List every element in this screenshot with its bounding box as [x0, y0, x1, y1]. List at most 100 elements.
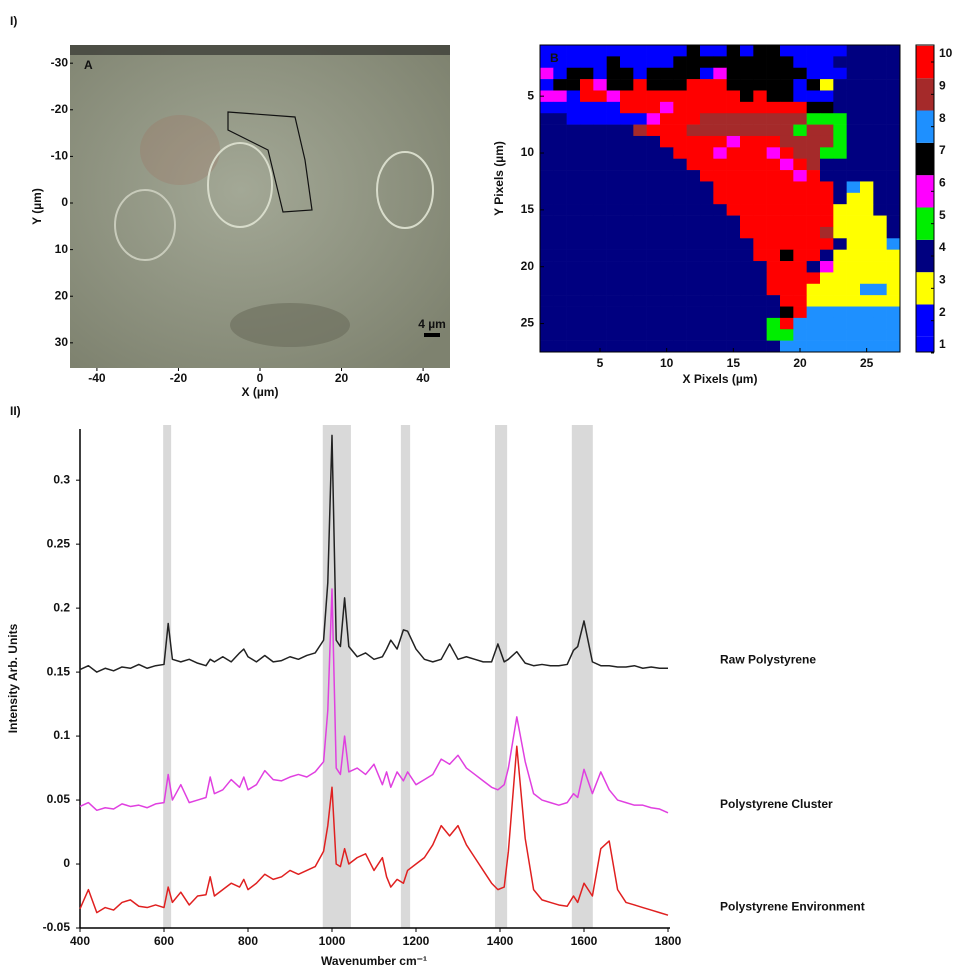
heatmap-cell — [780, 170, 794, 182]
heatmap-cell — [873, 135, 887, 148]
heatmap-cell — [766, 192, 781, 205]
heatmap-cell — [886, 79, 901, 91]
heatmap-cell — [540, 79, 554, 91]
heatmap-cell — [566, 261, 581, 273]
heatmap-cell — [860, 272, 874, 285]
heatmap-cell — [673, 272, 687, 285]
heatmap-cell — [780, 261, 794, 273]
heatmap-cell — [646, 340, 661, 353]
heatmap-cell — [780, 317, 794, 330]
heatmap-cell — [780, 147, 794, 160]
heatmap-cell — [580, 192, 594, 205]
heatmap-cell — [553, 147, 567, 160]
heatmap-cell — [860, 124, 874, 137]
heatmap-cell — [606, 295, 621, 307]
heatmap-cell — [566, 204, 581, 216]
heatmap-cell — [633, 204, 647, 216]
heatmap-cell — [553, 56, 567, 69]
heatmap-cell — [886, 249, 901, 262]
heatmap-cell — [673, 67, 687, 80]
heatmap-cell — [833, 45, 847, 57]
heatmap-cell — [686, 283, 701, 296]
heatmap-cell — [593, 329, 607, 341]
heatmap-cell — [633, 113, 647, 125]
heatmap-cell — [820, 113, 834, 125]
heatmap-cell — [793, 204, 807, 216]
heatmap-cell — [566, 317, 581, 330]
heatmap-cell — [633, 67, 647, 80]
heatmap-cell — [833, 67, 847, 80]
heatmap-cell — [660, 329, 674, 341]
heatmap-cell — [606, 329, 621, 341]
heatmap-cell — [553, 192, 567, 205]
heatmap-cell — [886, 124, 901, 137]
heatmap-cell — [860, 329, 874, 341]
heatmap-cell — [793, 272, 807, 285]
heatmap-cell — [540, 67, 554, 80]
heatmap-cell — [846, 90, 861, 103]
heatmap-cell — [846, 113, 861, 125]
heatmap-cell — [806, 306, 821, 319]
heatmap-cell — [726, 272, 741, 285]
heatmap-cell — [820, 135, 834, 148]
colorbar-tick-label: 8 — [939, 111, 946, 125]
heatmap-cell — [780, 295, 794, 307]
panel-letter: A — [84, 58, 93, 72]
heatmap-cell — [806, 181, 821, 194]
series-label: Polystyrene Cluster — [720, 797, 833, 811]
heatmap-cell — [886, 56, 901, 69]
x-tick-label: 40 — [416, 371, 430, 385]
heatmap-cell — [660, 67, 674, 80]
colorbar-tick-label: 9 — [939, 79, 946, 93]
heatmap-cell — [740, 317, 754, 330]
heatmap-cell — [673, 283, 687, 296]
heatmap-cell — [726, 56, 741, 69]
heatmap-cell — [580, 101, 594, 114]
heatmap-cell — [700, 170, 714, 182]
heatmap-cell — [673, 204, 687, 216]
heatmap-cell — [833, 158, 847, 171]
heatmap-cell — [580, 317, 594, 330]
heatmap-cell — [713, 45, 727, 57]
heatmap-cell — [566, 272, 581, 285]
heatmap-cell — [620, 261, 634, 273]
heatmap-cell — [740, 329, 754, 341]
heatmap-cell — [846, 238, 861, 250]
heatmap-cell — [873, 101, 887, 114]
heatmap-cell — [726, 192, 741, 205]
heatmap-cell — [713, 170, 727, 182]
heatmap-cell — [540, 261, 554, 273]
heatmap-cell — [860, 90, 874, 103]
heatmap-cell — [833, 317, 847, 330]
heatmap-cell — [686, 181, 701, 194]
heatmap-cell — [846, 204, 861, 216]
heatmap-cell — [553, 113, 567, 125]
x-tick-label: 1200 — [403, 934, 430, 948]
heatmap-cell — [700, 249, 714, 262]
heatmap-cell — [673, 147, 687, 160]
heatmap-cell — [740, 113, 754, 125]
series-line — [79, 745, 669, 916]
heatmap-cell — [620, 306, 634, 319]
cell — [376, 151, 434, 229]
heatmap-cell — [633, 272, 647, 285]
heatmap-cell — [726, 124, 741, 137]
heatmap-cell — [646, 204, 661, 216]
heatmap-cell — [873, 340, 887, 353]
heatmap-cell — [726, 79, 741, 91]
heatmap-cell — [673, 329, 687, 341]
heatmap-cell — [606, 306, 621, 319]
heatmap-cell — [580, 79, 594, 91]
heatmap-cell — [886, 272, 901, 285]
heatmap-cell — [820, 45, 834, 57]
heatmap-cell — [606, 238, 621, 250]
heatmap-cell — [540, 226, 554, 239]
heatmap-cell — [540, 204, 554, 216]
heatmap-cell — [793, 45, 807, 57]
heatmap-cell — [673, 249, 687, 262]
heatmap-cell — [540, 238, 554, 250]
heatmap-cell — [580, 204, 594, 216]
heatmap-cell — [833, 238, 847, 250]
colorbar-tick-label: 4 — [939, 240, 946, 254]
heatmap-cell — [673, 306, 687, 319]
